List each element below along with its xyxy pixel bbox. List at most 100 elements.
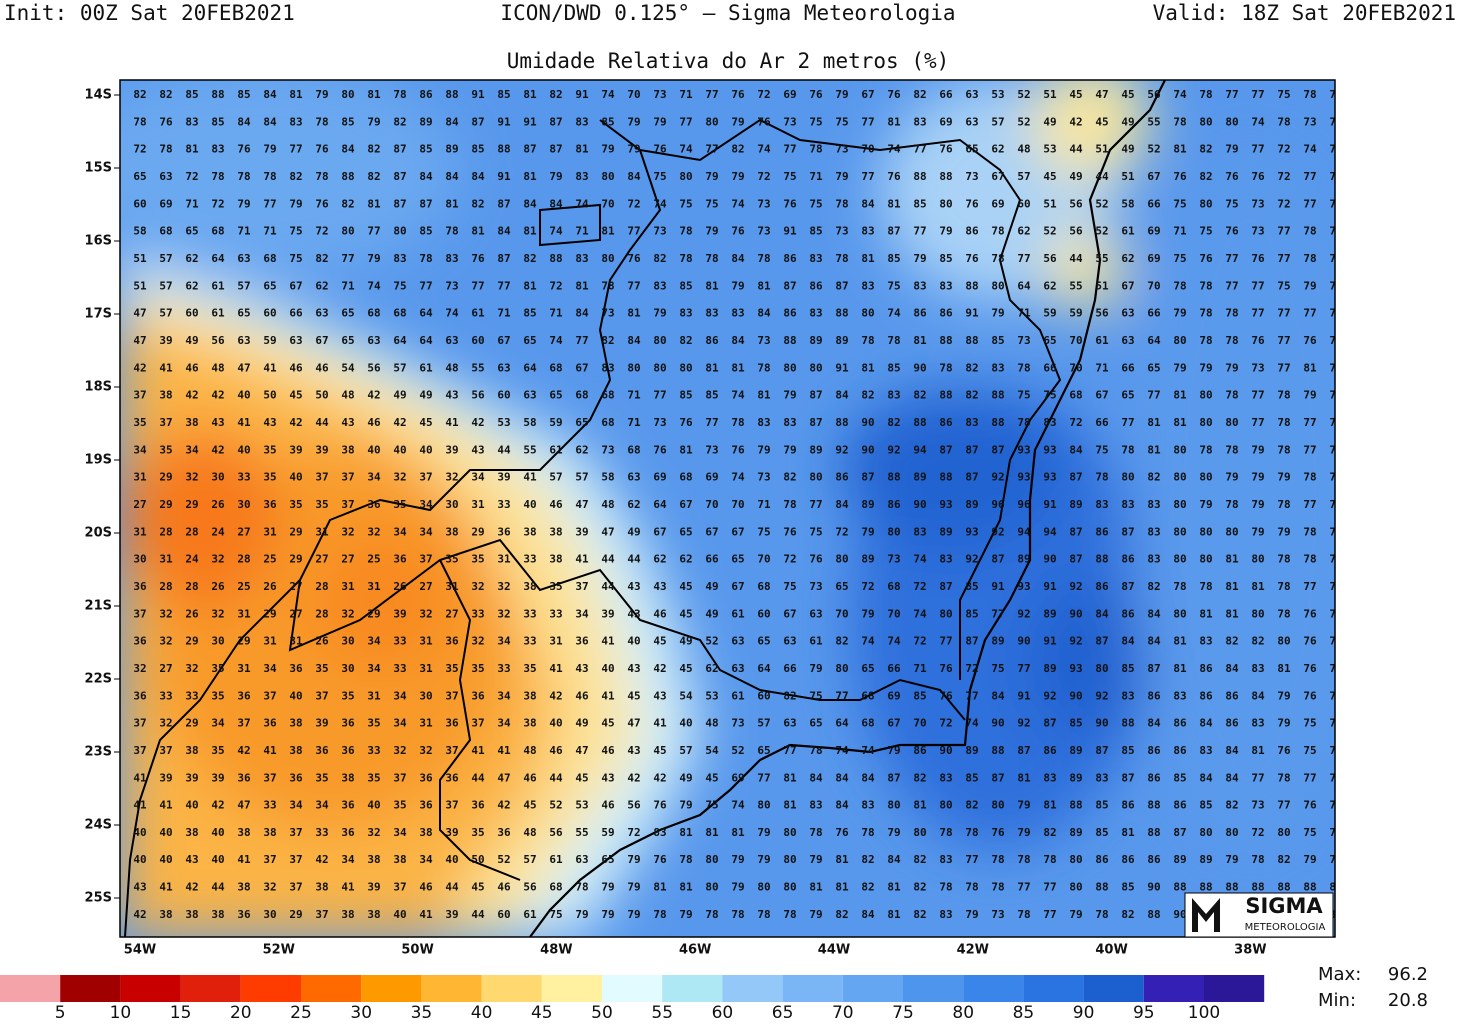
lat-label: 18S [85, 380, 112, 395]
grid-value: 35 [549, 580, 562, 593]
grid-value: 41 [341, 881, 355, 894]
grid-value: 77 [705, 416, 718, 429]
grid-value: 80 [1173, 607, 1186, 620]
grid-value: 56 [1147, 88, 1161, 101]
grid-value: 83 [653, 826, 666, 839]
grid-value: 34 [211, 717, 225, 730]
grid-value: 76 [939, 662, 953, 675]
colorbar-label: 60 [712, 1003, 734, 1022]
lat-label: 14S [85, 88, 112, 103]
grid-value: 76 [809, 88, 823, 101]
grid-value: 80 [991, 799, 1004, 812]
grid-value: 80 [1277, 635, 1290, 648]
grid-value: 85 [523, 307, 536, 320]
grid-value: 77 [627, 225, 640, 238]
grid-value: 93 [1043, 443, 1056, 456]
grid-value: 81 [1173, 662, 1187, 675]
grid-value: 35 [211, 689, 224, 702]
grid-value: 27 [445, 607, 458, 620]
grid-value: 33 [263, 799, 276, 812]
grid-value: 27 [419, 580, 432, 593]
grid-value: 80 [393, 225, 406, 238]
grid-value: 78 [861, 334, 874, 347]
colorbar-swatch [722, 975, 783, 1002]
grid-value: 33 [315, 826, 328, 839]
grid-value: 83 [705, 307, 718, 320]
grid-value: 63 [289, 334, 302, 347]
grid-value: 77 [1277, 307, 1290, 320]
grid-value: 58 [523, 416, 536, 429]
grid-value: 68 [367, 307, 380, 320]
grid-value: 76 [653, 443, 667, 456]
grid-value: 77 [913, 225, 926, 238]
grid-value: 49 [185, 334, 198, 347]
grid-value: 38 [237, 826, 250, 839]
grid-value: 78 [1329, 279, 1342, 292]
grid-value: 36 [341, 717, 355, 730]
grid-value: 80 [1199, 416, 1212, 429]
colorbar-swatch [903, 975, 964, 1002]
grid-value: 37 [419, 471, 432, 484]
grid-value: 84 [731, 334, 745, 347]
grid-value: 72 [1277, 170, 1290, 183]
colorbar-swatch [120, 975, 181, 1002]
map-title: Umidade Relativa do Ar 2 metros (%) [507, 49, 950, 73]
grid-value: 89 [861, 498, 874, 511]
grid-value: 33 [393, 635, 406, 648]
grid-value: 64 [211, 252, 225, 265]
grid-value: 57 [991, 115, 1004, 128]
grid-value: 90 [861, 443, 874, 456]
grid-value: 79 [1173, 307, 1186, 320]
grid-value: 76 [783, 525, 797, 538]
grid-value: 67 [705, 525, 718, 538]
grid-value: 31 [419, 717, 433, 730]
grid-value: 38 [523, 689, 536, 702]
grid-value: 29 [185, 498, 198, 511]
grid-value: 72 [861, 580, 874, 593]
grid-value: 30 [445, 498, 458, 511]
grid-value: 85 [341, 115, 354, 128]
grid-value: 79 [601, 143, 614, 156]
grid-value: 78 [835, 197, 848, 210]
grid-value: 40 [289, 471, 302, 484]
grid-value: 86 [1173, 799, 1187, 812]
lat-label: 22S [85, 672, 112, 687]
grid-value: 30 [237, 498, 250, 511]
grid-value: 71 [757, 498, 771, 511]
grid-value: 47 [133, 334, 146, 347]
grid-value: 45 [1043, 170, 1056, 183]
grid-value: 68 [575, 389, 588, 402]
grid-value: 76 [1303, 689, 1317, 702]
grid-value: 38 [185, 416, 198, 429]
grid-value: 78 [1277, 416, 1290, 429]
grid-value: 84 [471, 170, 485, 183]
grid-value: 86 [1095, 525, 1109, 538]
grid-value: 79 [1277, 525, 1290, 538]
grid-value: 96 [1017, 498, 1031, 511]
grid-value: 83 [809, 252, 822, 265]
grid-value: 79 [1199, 498, 1212, 511]
grid-value: 35 [471, 826, 484, 839]
grid-value: 33 [185, 689, 198, 702]
grid-value: 27 [159, 662, 172, 675]
grid-value: 79 [1199, 361, 1212, 374]
grid-value: 71 [627, 389, 641, 402]
grid-value: 31 [419, 662, 433, 675]
grid-value: 73 [809, 580, 822, 593]
grid-value: 66 [783, 662, 797, 675]
grid-value: 77 [1277, 361, 1290, 374]
grid-value: 78 [1199, 279, 1212, 292]
lat-label: 19S [85, 453, 112, 468]
grid-value: 77 [913, 143, 926, 156]
grid-value: 88 [913, 170, 926, 183]
grid-value: 92 [887, 443, 900, 456]
grid-value: 77 [1329, 334, 1342, 347]
grid-value: 65 [757, 744, 770, 757]
grid-value: 84 [757, 307, 771, 320]
colorbar-swatch [1143, 975, 1204, 1002]
grid-value: 48 [523, 744, 536, 757]
grid-value: 65 [731, 553, 744, 566]
grid-value: 78 [705, 252, 718, 265]
grid-value: 38 [341, 771, 354, 784]
grid-value: 32 [497, 607, 510, 620]
